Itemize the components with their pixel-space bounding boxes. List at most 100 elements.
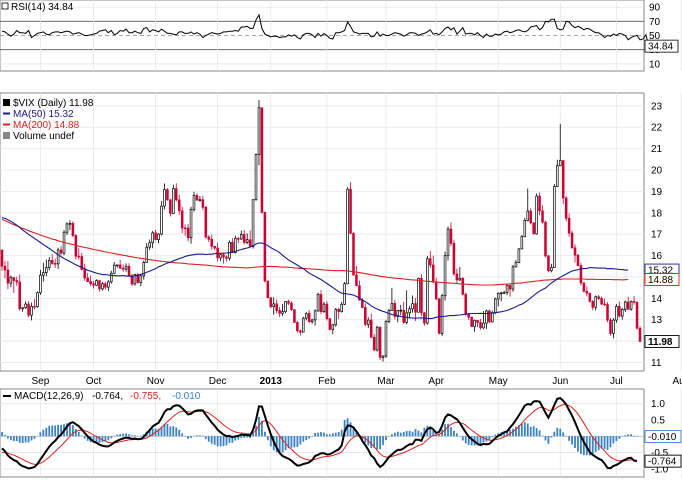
candle-body xyxy=(455,273,459,281)
macd-legend: MACD(12,26,9) -0.764, -0.755, -0.010 xyxy=(3,391,201,402)
candle-body xyxy=(118,264,122,269)
candle-body xyxy=(9,277,13,284)
macd-hist-bar xyxy=(379,436,381,450)
ma50-line xyxy=(1,217,629,320)
macd-hist-bar xyxy=(110,436,113,439)
macd-hist-bar xyxy=(577,436,579,452)
candle-body xyxy=(213,245,216,249)
macd-hist-bar xyxy=(246,436,249,438)
macd-hist-bar xyxy=(390,434,393,437)
macd-last-box xyxy=(644,430,682,444)
macd-hist-bar xyxy=(503,431,506,437)
macd-hist-bar xyxy=(139,435,142,437)
price-tick-label: 14 xyxy=(651,294,663,305)
macd-hist-bar xyxy=(544,436,547,441)
candle-body xyxy=(124,266,128,270)
candle-body xyxy=(508,284,512,290)
macd-hist-bar xyxy=(494,434,497,437)
macd-hist-bar xyxy=(553,431,556,437)
macd-hist-bar xyxy=(51,425,54,437)
macd-hist-bar xyxy=(633,436,635,437)
x-tick-label: Jul xyxy=(610,376,623,387)
candle-body xyxy=(482,322,485,329)
rsi-tick-label: 50 xyxy=(649,31,661,42)
candle-body xyxy=(372,336,376,351)
candle-body xyxy=(307,313,311,322)
ma200-line xyxy=(1,218,629,286)
rsi-last-value: 34.84 xyxy=(644,39,679,53)
macd-hist-bar xyxy=(352,426,355,437)
candle-legend-icon xyxy=(3,99,10,106)
price-panel-frame xyxy=(0,92,645,372)
macd-hist-bar xyxy=(627,434,630,437)
macd-hist-bar xyxy=(243,436,246,438)
candle-body xyxy=(364,307,367,325)
candle-body xyxy=(443,255,447,297)
candle-body xyxy=(145,246,148,263)
candle-body xyxy=(564,197,568,219)
candle-body xyxy=(452,242,456,275)
candle-body xyxy=(27,303,30,316)
candle-body xyxy=(434,281,438,300)
macd-hist-bar xyxy=(101,436,104,443)
macd-hist-bar xyxy=(128,434,130,437)
macd-hist-bar xyxy=(488,436,491,440)
macd-hist-bar xyxy=(249,436,252,438)
macd-hist-bar xyxy=(547,436,550,444)
candle-body xyxy=(148,242,151,248)
macd-hist-bar xyxy=(125,433,127,437)
candle-body xyxy=(130,275,134,285)
macd-hist-bar xyxy=(541,435,544,437)
rsi-tick-label: 10 xyxy=(649,59,661,70)
macd-hist-bar xyxy=(252,433,254,437)
macd-hist-bar xyxy=(491,436,494,438)
candle-body xyxy=(476,319,479,323)
macd-hist-bar xyxy=(574,436,576,448)
macd-last-box xyxy=(644,454,682,468)
candle-body xyxy=(340,303,343,312)
macd-hist-bar xyxy=(429,426,432,437)
macd-hist-bar xyxy=(231,436,234,443)
candle-body xyxy=(597,296,600,299)
candle-body xyxy=(319,294,323,312)
price-tick-label: 20 xyxy=(651,165,663,176)
macd-hist-bar xyxy=(196,435,198,437)
macd-hist-bar xyxy=(506,432,508,437)
macd-hist-bar xyxy=(317,432,319,437)
macd-hist-bar xyxy=(438,433,441,437)
ma200-series xyxy=(1,218,629,286)
price-tick-label: 11 xyxy=(651,358,662,369)
candle-body xyxy=(59,249,63,254)
candle-body xyxy=(485,310,488,324)
macd-hist-bar xyxy=(588,436,591,456)
candle-body xyxy=(169,199,172,214)
candle-body xyxy=(390,303,394,311)
candle-body xyxy=(346,188,349,285)
macd-hist-bar xyxy=(538,430,541,437)
macd-tick-label: 0.5 xyxy=(651,415,665,426)
macd-hist-bar xyxy=(148,430,151,437)
candle-body xyxy=(210,238,213,247)
macd-hist-bar xyxy=(411,431,414,437)
candle-body xyxy=(192,195,196,210)
macd-hist-bar xyxy=(18,436,21,443)
macd-hist-bar xyxy=(7,436,9,439)
macd-hist-bar xyxy=(107,436,110,441)
candle-body xyxy=(514,262,518,268)
macd-hist-bar xyxy=(134,435,136,437)
candle-body xyxy=(632,301,636,303)
x-tick-label: Mar xyxy=(377,376,395,387)
candle-body xyxy=(494,298,497,313)
x-tick-label: Dec xyxy=(209,376,227,387)
candle-body xyxy=(160,205,163,235)
macd-hist-bar xyxy=(275,436,278,453)
macd-hist-bar xyxy=(532,426,535,437)
macd-hist-bar xyxy=(74,429,77,437)
macd-hist-bar xyxy=(160,426,163,437)
candle-body xyxy=(251,199,255,247)
candle-body xyxy=(594,296,597,308)
macd-hist-bar xyxy=(237,436,240,440)
candle-body xyxy=(355,274,358,287)
macd-hist-bar xyxy=(562,432,565,437)
macd-hist-bar xyxy=(470,436,473,446)
